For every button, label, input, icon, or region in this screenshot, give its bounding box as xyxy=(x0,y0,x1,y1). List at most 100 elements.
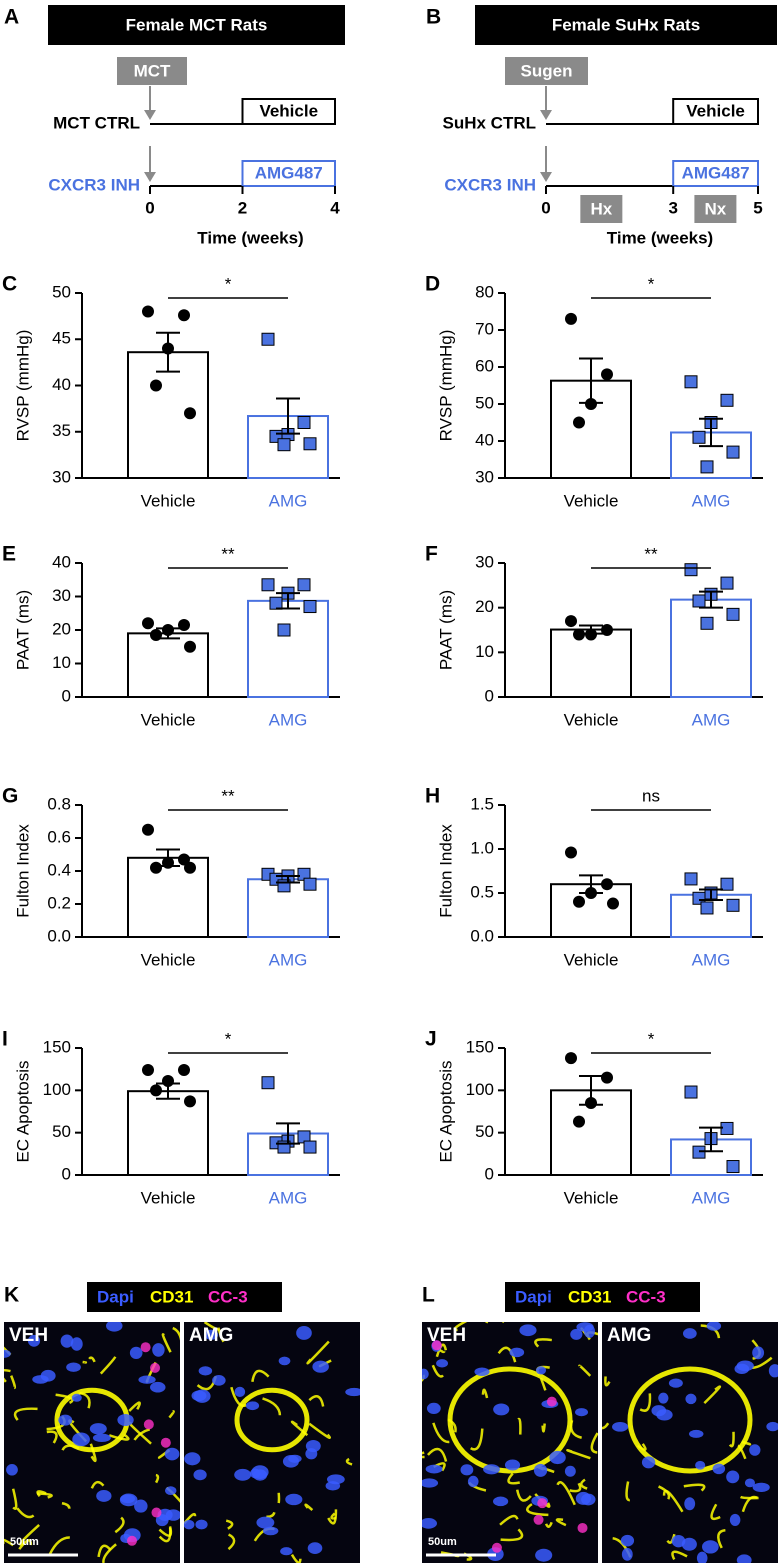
stain-label: Dapi xyxy=(515,1287,552,1306)
nucleus xyxy=(285,1493,303,1506)
apoptotic-cell xyxy=(431,1340,442,1351)
data-point xyxy=(303,600,317,614)
cd31-strand xyxy=(168,1410,175,1419)
nucleus xyxy=(658,1392,669,1404)
nucleus xyxy=(752,1482,770,1493)
nucleus xyxy=(425,1464,443,1474)
micrograph xyxy=(602,1322,778,1563)
cd31-strand xyxy=(578,1364,592,1377)
x-tick-label: 5 xyxy=(753,198,762,217)
error-bar xyxy=(276,1122,300,1145)
nucleus xyxy=(684,1497,696,1511)
x-tick-label: 4 xyxy=(330,198,340,217)
nucleus xyxy=(612,1421,629,1432)
stain-legend-box xyxy=(87,1282,282,1312)
y-tick-label: 50 xyxy=(52,282,71,301)
x-tick-label: Vehicle xyxy=(141,710,196,729)
cd31-strand xyxy=(447,1418,457,1433)
cd31-strand xyxy=(330,1512,337,1520)
nucleus xyxy=(729,1513,741,1527)
nucleus xyxy=(422,1478,439,1488)
apoptotic-cell xyxy=(126,1535,137,1546)
nucleus xyxy=(106,1322,123,1332)
nucleus xyxy=(460,1464,474,1476)
cd31-strand xyxy=(217,1327,225,1343)
cd31-strand xyxy=(266,1511,276,1519)
nucleus xyxy=(305,1439,321,1453)
cd31-strand xyxy=(497,1346,517,1363)
arrow-head xyxy=(144,172,156,182)
cd31-strand xyxy=(590,1432,598,1454)
y-axis-label: EC Apoptosis xyxy=(13,1060,32,1162)
nucleus xyxy=(583,1324,596,1338)
cd31-strand xyxy=(741,1440,752,1446)
error-bar xyxy=(699,888,723,902)
data-point xyxy=(150,1084,162,1097)
y-tick-label: 0 xyxy=(485,1164,494,1183)
control-box-label: Vehicle xyxy=(259,101,318,120)
y-tick-label: 10 xyxy=(475,642,494,661)
data-point xyxy=(565,615,577,628)
nucleus xyxy=(256,1516,275,1529)
cd31-strand xyxy=(453,1322,468,1332)
agent-label: MCT xyxy=(134,61,171,80)
nucleus xyxy=(702,1540,719,1554)
y-tick-label: 30 xyxy=(52,467,71,486)
cd31-strand xyxy=(172,1326,180,1341)
y-tick-label: 150 xyxy=(466,1037,494,1056)
cd31-strand xyxy=(97,1544,112,1558)
error-bar xyxy=(699,590,723,609)
nucleus xyxy=(744,1478,756,1488)
data-point xyxy=(261,1076,275,1090)
nucleus xyxy=(58,1414,73,1426)
nucleus xyxy=(519,1324,537,1337)
cd31-strand xyxy=(526,1503,549,1517)
cd31-strand xyxy=(534,1338,552,1348)
data-point xyxy=(700,616,714,630)
data-point xyxy=(150,379,162,392)
cd31-strand xyxy=(290,1420,309,1437)
data-point xyxy=(585,398,597,410)
data-point xyxy=(573,1115,585,1128)
nucleus xyxy=(307,1542,323,1554)
y-tick-label: 20 xyxy=(475,597,494,616)
cd31-strand xyxy=(10,1375,17,1390)
cd31-strand xyxy=(710,1503,721,1521)
y-tick-label: 0 xyxy=(62,686,71,705)
x-tick-label: AMG xyxy=(692,491,731,510)
bar xyxy=(247,599,329,698)
cd31-strand xyxy=(251,1369,270,1383)
nucleus xyxy=(89,1423,107,1435)
nucleus xyxy=(96,1490,112,1502)
cd31-strand xyxy=(639,1393,652,1412)
nucleus xyxy=(620,1534,635,1547)
nucleus xyxy=(60,1334,74,1348)
cd31-strand xyxy=(717,1529,726,1549)
nucleus xyxy=(768,1364,778,1378)
apoptotic-cell xyxy=(140,1342,151,1353)
nucleus xyxy=(4,1349,11,1358)
data-point xyxy=(184,1095,196,1108)
nucleus xyxy=(422,1518,437,1529)
apoptotic-cell xyxy=(546,1396,557,1407)
data-point xyxy=(684,1085,698,1099)
y-tick-label: 0.0 xyxy=(47,926,71,945)
significance-label: * xyxy=(225,1029,232,1048)
micrograph-content xyxy=(4,1322,180,1563)
y-tick-label: 30 xyxy=(52,586,71,605)
data-point xyxy=(150,861,162,874)
nucleus xyxy=(138,1375,156,1384)
arrow-head xyxy=(144,110,156,120)
micrograph-content xyxy=(422,1322,598,1562)
error-bar xyxy=(276,592,300,610)
y-tick-label: 0 xyxy=(485,686,494,705)
cd31-strand xyxy=(703,1385,722,1405)
cd31-strand xyxy=(580,1478,588,1490)
apoptotic-cell xyxy=(533,1514,544,1525)
bar xyxy=(127,1090,209,1177)
header-title: Female MCT Rats xyxy=(126,15,268,34)
data-point xyxy=(692,594,706,608)
nucleus xyxy=(509,1347,525,1358)
data-point xyxy=(297,578,311,592)
